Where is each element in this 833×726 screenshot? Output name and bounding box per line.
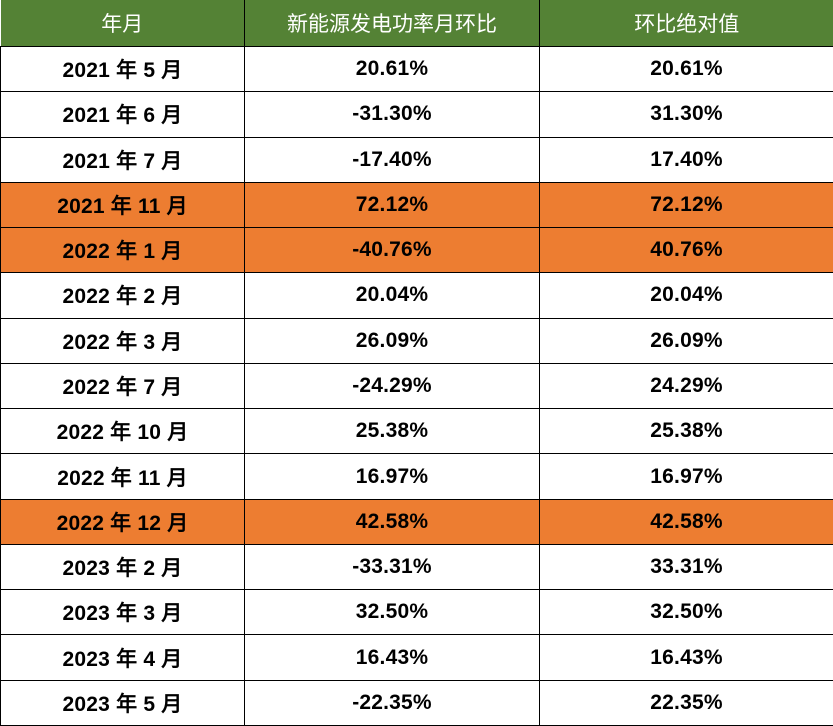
cell-mom-change: 16.43%	[244, 634, 540, 681]
cell-mom-change: -40.76%	[244, 227, 540, 274]
cell-abs-value: 16.43%	[539, 634, 833, 681]
cell-mom-change: 20.04%	[244, 272, 540, 319]
cell-abs-value: 31.30%	[539, 91, 833, 138]
cell-mom-change: -31.30%	[244, 91, 540, 138]
cell-month: 2021 年 6 月	[0, 91, 245, 138]
table-row: 2021 年 5 月 20.61% 20.61%	[0, 45, 833, 93]
cell-abs-value: 42.58%	[539, 498, 833, 545]
cell-month: 2022 年 2 月	[0, 272, 245, 319]
table-row: 2022 年 10 月 25.38% 25.38%	[0, 408, 833, 455]
cell-mom-change: -33.31%	[244, 543, 540, 591]
cell-abs-value: 16.97%	[539, 453, 833, 500]
cell-month: 2022 年 7 月	[0, 362, 245, 410]
cell-mom-change: 42.58%	[244, 498, 540, 545]
cell-abs-value: 40.76%	[539, 227, 833, 274]
cell-abs-value: 26.09%	[539, 317, 833, 364]
cell-abs-value: 32.50%	[539, 589, 833, 636]
column-header-mom-change: 新能源发电功率月环比	[244, 0, 540, 47]
table-row: 2021 年 7 月 -17.40% 17.40%	[0, 136, 833, 183]
table-row: 2023 年 5 月 -22.35% 22.35%	[0, 679, 833, 726]
cell-month: 2021 年 7 月	[0, 136, 245, 183]
cell-month: 2023 年 2 月	[0, 543, 245, 591]
cell-abs-value: 20.61%	[539, 45, 833, 93]
cell-month: 2022 年 11 月	[0, 453, 245, 500]
cell-abs-value: 20.04%	[539, 272, 833, 319]
cell-mom-change: 72.12%	[244, 181, 540, 229]
cell-month: 2022 年 12 月	[0, 498, 245, 545]
table-body: 2021 年 5 月 20.61% 20.61% 2021 年 6 月 -31.30% 3…	[0, 45, 833, 726]
table-row: 2022 年 1 月 -40.76% 40.76%	[0, 227, 833, 274]
table-row: 2023 年 2 月 -33.31% 33.31%	[0, 543, 833, 591]
cell-month: 2021 年 5 月	[0, 45, 245, 93]
cell-month: 2023 年 5 月	[0, 679, 245, 726]
cell-mom-change: 26.09%	[244, 317, 540, 364]
cell-abs-value: 17.40%	[539, 136, 833, 183]
table-row: 2021 年 6 月 -31.30% 31.30%	[0, 91, 833, 138]
cell-month: 2022 年 1 月	[0, 227, 245, 274]
cell-mom-change: 20.61%	[244, 45, 540, 93]
column-header-abs-value: 环比绝对值	[539, 0, 833, 47]
table-row: 2022 年 3 月 26.09% 26.09%	[0, 317, 833, 364]
cell-month: 2023 年 3 月	[0, 589, 245, 636]
table-row: 2022 年 11 月 16.97% 16.97%	[0, 453, 833, 500]
header-row: 年月 新能源发电功率月环比 环比绝对值	[0, 0, 833, 47]
cell-mom-change: -22.35%	[244, 679, 540, 726]
table-row: 2022 年 12 月 42.58% 42.58%	[0, 498, 833, 545]
cell-mom-change: 25.38%	[244, 408, 540, 455]
cell-month: 2023 年 4 月	[0, 634, 245, 681]
table-row: 2022 年 2 月 20.04% 20.04%	[0, 272, 833, 319]
cell-mom-change: 16.97%	[244, 453, 540, 500]
column-header-month: 年月	[0, 0, 245, 47]
cell-abs-value: 33.31%	[539, 543, 833, 591]
cell-mom-change: 32.50%	[244, 589, 540, 636]
cell-abs-value: 25.38%	[539, 408, 833, 455]
table-row: 2022 年 7 月 -24.29% 24.29%	[0, 362, 833, 410]
cell-month: 2022 年 10 月	[0, 408, 245, 455]
table-row: 2023 年 3 月 32.50% 32.50%	[0, 589, 833, 636]
cell-abs-value: 22.35%	[539, 679, 833, 726]
cell-abs-value: 24.29%	[539, 362, 833, 410]
table-row: 2021 年 11 月 72.12% 72.12%	[0, 181, 833, 229]
cell-month: 2022 年 3 月	[0, 317, 245, 364]
cell-mom-change: -24.29%	[244, 362, 540, 410]
cell-abs-value: 72.12%	[539, 181, 833, 229]
cell-month: 2021 年 11 月	[0, 181, 245, 229]
table-row: 2023 年 4 月 16.43% 16.43%	[0, 634, 833, 681]
cell-mom-change: -17.40%	[244, 136, 540, 183]
